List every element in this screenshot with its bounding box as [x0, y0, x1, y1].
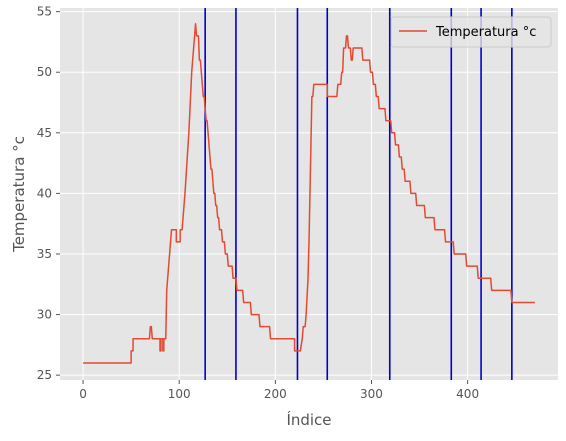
x-tick-label: 300: [360, 387, 383, 401]
y-axis-label: Temperatura °c: [10, 136, 28, 253]
series-group: [83, 23, 535, 364]
legend: Temperatura °c: [390, 16, 552, 48]
y-tick-label: 35: [37, 247, 52, 261]
x-tick-label: 100: [168, 387, 191, 401]
x-tick-label: 400: [456, 387, 479, 401]
y-tick-label: 40: [37, 186, 52, 200]
plot-area: [60, 8, 558, 380]
x-tick-label: 200: [264, 387, 287, 401]
y-tick-label: 45: [37, 126, 52, 140]
y-tick-label: 55: [37, 5, 52, 19]
y-tick-label: 50: [37, 65, 52, 79]
x-axis-ticks: 0 100 200 300 400: [79, 380, 479, 401]
y-tick-label: 25: [37, 368, 52, 382]
series-line-temperatura: [83, 23, 535, 364]
grid-lines: [60, 8, 558, 380]
legend-box: [390, 16, 552, 48]
legend-label: Temperatura °c: [435, 25, 536, 40]
vertical-markers: [204, 8, 513, 380]
x-axis-label: Índice: [286, 410, 331, 429]
y-tick-label: 30: [37, 308, 52, 322]
y-axis-ticks: 25 30 35 40 45 50 55: [37, 5, 60, 382]
x-tick-label: 0: [79, 387, 87, 401]
